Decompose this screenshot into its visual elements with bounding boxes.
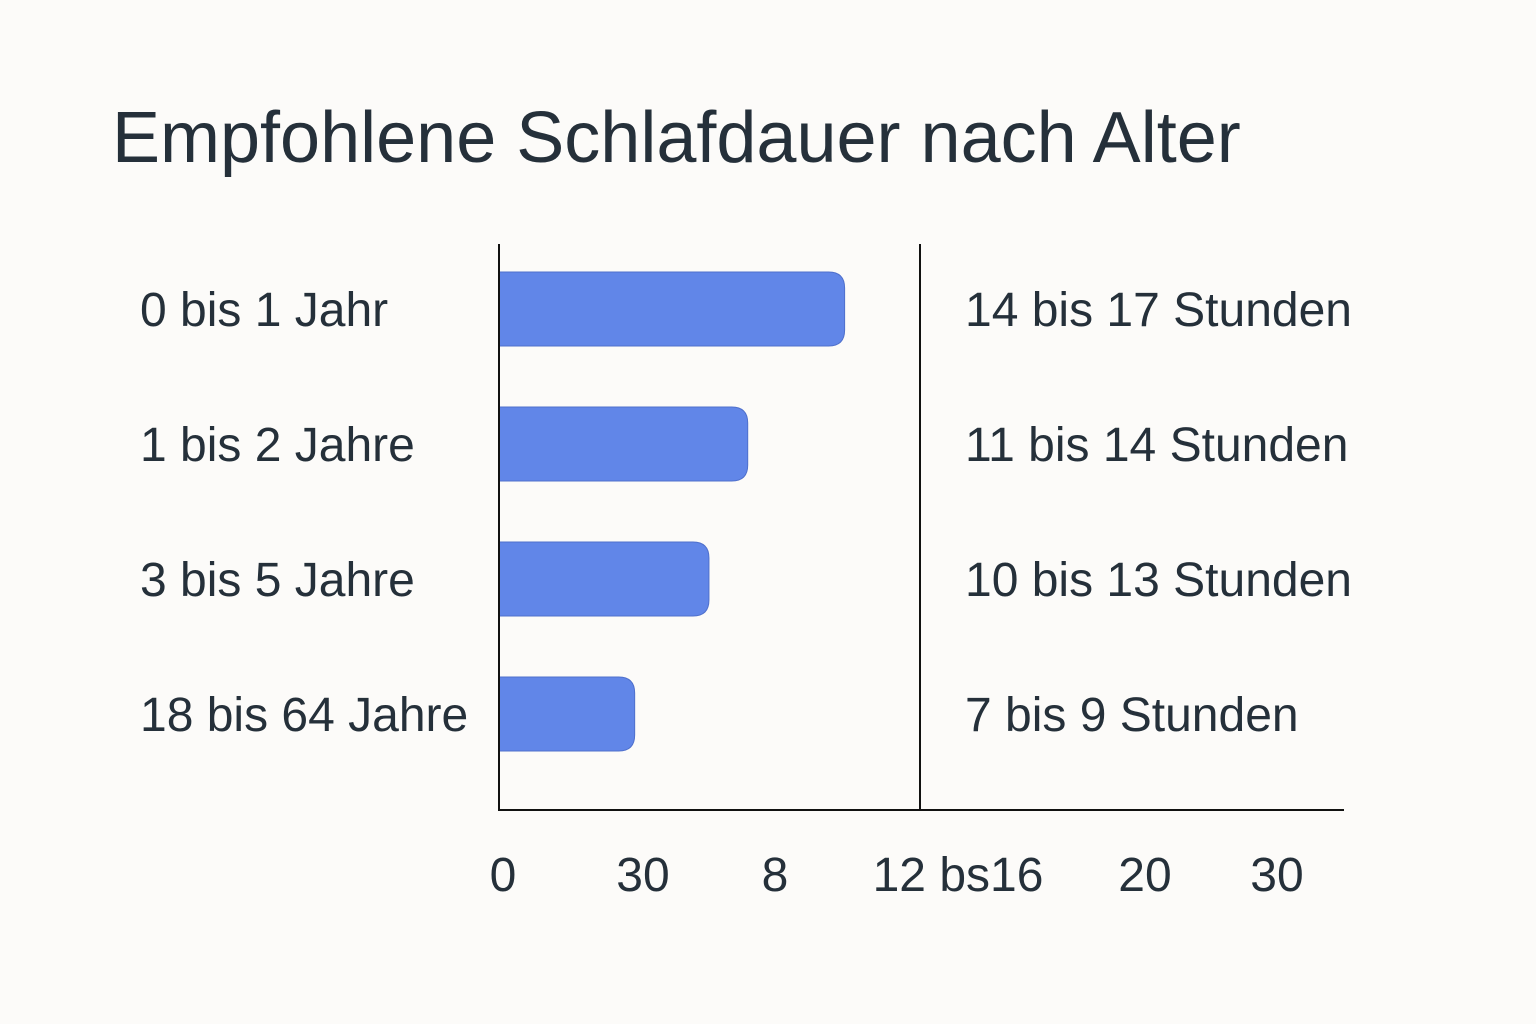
value-label: 7 bis 9 Stunden [965,689,1299,742]
bar [498,676,636,752]
x-tick-label: 20 [1118,849,1171,902]
category-label: 0 bis 1 Jahr [140,284,388,337]
x-tick-label: 12 bs16 [873,849,1044,902]
chart-title: Empfohlene Schlafdauer nach Alter [112,98,1241,178]
category-label: 1 bis 2 Jahre [140,419,415,472]
bar [498,406,749,482]
category-label: 18 bis 64 Jahre [140,689,468,742]
bar [498,541,710,617]
value-label: 10 bis 13 Stunden [965,554,1352,607]
value-label: 14 bis 17 Stunden [965,284,1352,337]
x-tick-label: 30 [616,849,669,902]
bar [498,271,846,347]
x-tick-label: 8 [762,849,789,902]
x-tick-label: 30 [1250,849,1303,902]
value-label: 11 bis 14 Stunden [965,419,1348,472]
x-tick-label: 0 [490,849,517,902]
category-label: 3 bis 5 Jahre [140,554,415,607]
